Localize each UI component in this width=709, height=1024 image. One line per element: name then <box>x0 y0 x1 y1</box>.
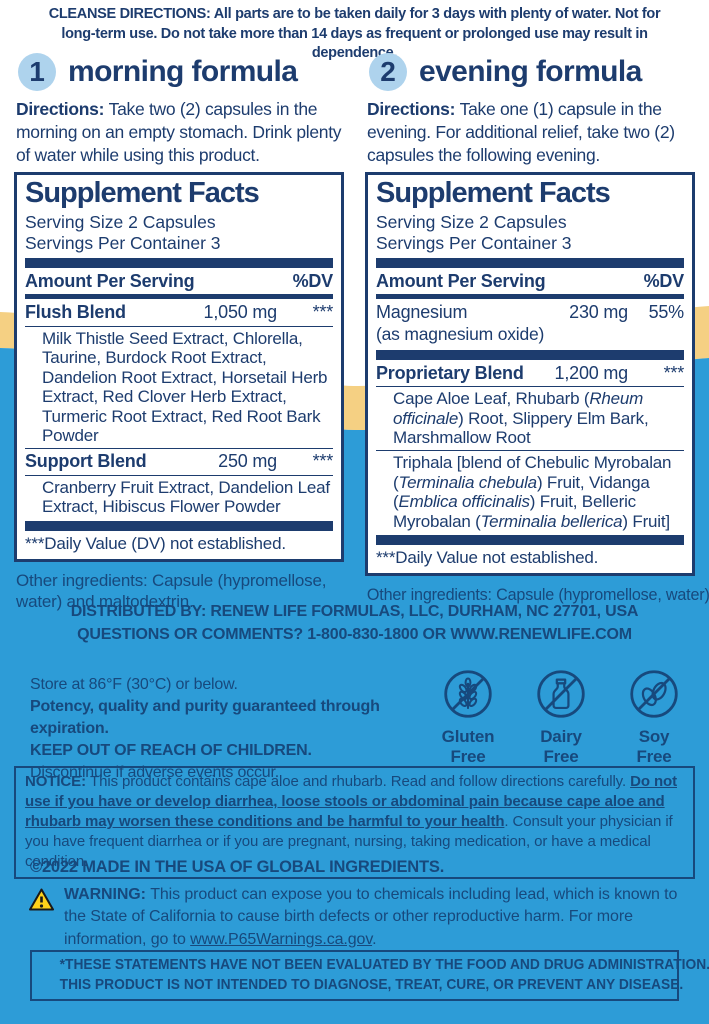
dv-header-label: %DV <box>643 270 685 291</box>
servings-per-container: Servings Per Container 3 <box>25 232 221 253</box>
evening-formula-header: 2 evening formula <box>369 50 695 94</box>
other-ingredients-morning: Other ingredients: Capsule (hypromellose… <box>16 570 327 611</box>
prop65-warning: WARNING: This product can expose you to … <box>28 884 687 951</box>
ingredient-dv: *** <box>663 362 685 383</box>
proprietary-blend-row: Proprietary Blend 1,200 mg *** <box>376 363 684 385</box>
badge-label: Gluten Free <box>441 727 495 766</box>
serving-size: Serving Size 2 Capsules <box>25 211 216 232</box>
evening-directions: Directions: Take one (1) capsule in the … <box>367 99 675 165</box>
divider-bar <box>376 349 684 360</box>
copyright-line: ©2022 MADE IN THE USA OF GLOBAL INGREDIE… <box>30 858 445 876</box>
divider-rule <box>376 386 684 388</box>
panel-title: Supplement Facts <box>25 177 260 209</box>
ingredient-amount: 230 mg <box>569 302 628 323</box>
morning-formula-header: 1 morning formula <box>18 50 344 94</box>
amount-per-serving-label: Amount Per Serving <box>376 270 546 291</box>
dv-footnote: ***Daily Value (DV) not established. <box>25 533 286 553</box>
ingredient-amount: 250 mg <box>218 451 277 472</box>
triphala-detail: Triphala [blend of Chebulic Myrobalan (T… <box>393 453 672 531</box>
dv-header-label: %DV <box>292 270 334 291</box>
keep-out-of-reach: KEEP OUT OF REACH OF CHILDREN. <box>30 741 312 759</box>
ingredient-name: Magnesium (as magnesium oxide) <box>376 302 545 345</box>
divider-rule <box>376 450 684 452</box>
step-2-badge: 2 <box>369 53 407 91</box>
proprietary-blend-detail: Cape Aloe Leaf, Rhubarb (Rheum officinal… <box>393 389 649 448</box>
contact-line: QUESTIONS OR COMMENTS? 1-800-830-1800 OR… <box>77 626 632 644</box>
divider-bar <box>25 520 333 531</box>
ingredient-name: Support Blend <box>25 451 147 472</box>
gluten-free-badge: Gluten Free <box>427 668 509 784</box>
other-ingredients-evening: Other ingredients: Capsule (hypromellose… <box>366 584 709 604</box>
step-1-badge: 1 <box>18 53 56 91</box>
support-blend-row: Support Blend 250 mg *** <box>25 451 333 473</box>
soy-beans-crossed-icon <box>630 670 678 718</box>
fda-disclaimer-box: *THESE STATEMENTS HAVE NOT BEEN EVALUATE… <box>30 950 709 1001</box>
distributor-info: DISTRIBUTED BY: RENEW LIFE FORMULAS, LLC… <box>0 600 709 646</box>
flush-blend-row: Flush Blend 1,050 mg *** <box>25 302 333 324</box>
badge-label: Dairy Free <box>540 727 582 766</box>
storage-and-badges: Store at 86°F (30°C) or below. Potency, … <box>30 668 701 784</box>
warning-triangle-icon <box>28 884 55 951</box>
ingredient-dv: *** <box>312 451 334 472</box>
fda-line-2: THIS PRODUCT IS NOT INTENDED TO DIAGNOSE… <box>59 976 684 994</box>
divider-rule <box>25 474 333 476</box>
soy-free-badge: Soy Free <box>613 668 695 784</box>
serving-size: Serving Size 2 Capsules <box>376 211 567 232</box>
morning-formula-column: 1 morning formula Directions: Take two (… <box>14 50 344 612</box>
ingredient-amount: 1,050 mg <box>203 302 278 323</box>
panel-title: Supplement Facts <box>376 177 611 209</box>
free-from-badges: Gluten Free Dairy Free <box>427 668 701 784</box>
magnesium-row: Magnesium (as magnesium oxide) 230 mg 55… <box>376 302 684 345</box>
divider-bar <box>376 534 684 545</box>
flush-blend-detail: Milk Thistle Seed Extract, Chlorella, Ta… <box>42 329 328 445</box>
milk-bottle-crossed-icon <box>537 670 585 718</box>
divider-bar <box>25 257 333 268</box>
badge-label: Soy Free <box>636 727 672 766</box>
fda-line-1: *THESE STATEMENTS HAVE NOT BEEN EVALUATE… <box>59 956 709 973</box>
amount-header-row: Amount Per Serving %DV <box>25 271 333 293</box>
potency-guarantee: Potency, quality and purity guaranteed t… <box>30 697 380 737</box>
amount-per-serving-label: Amount Per Serving <box>25 270 195 291</box>
distributor-line: DISTRIBUTED BY: RENEW LIFE FORMULAS, LLC… <box>70 603 639 620</box>
evening-formula-column: 2 evening formula Directions: Take one (… <box>365 50 709 612</box>
evening-formula-title: evening formula <box>419 55 642 88</box>
formula-columns: 1 morning formula Directions: Take two (… <box>14 50 709 612</box>
ingredient-name: Proprietary Blend <box>376 362 524 383</box>
morning-directions: Directions: Take two (2) capsules in the… <box>16 99 342 165</box>
ingredient-name: Flush Blend <box>25 302 126 323</box>
supplement-facts-panel-morning: Supplement Facts Serving Size 2 Capsules… <box>14 172 344 562</box>
amount-header-row: Amount Per Serving %DV <box>376 271 684 293</box>
divider-rule <box>25 326 333 328</box>
servings-per-container: Servings Per Container 3 <box>376 232 572 253</box>
dv-footnote: ***Daily Value not established. <box>376 547 599 567</box>
divider-bar <box>25 294 333 300</box>
storage-temp: Store at 86°F (30°C) or below. <box>30 676 238 693</box>
divider-bar <box>376 294 684 300</box>
ingredient-name-sub: (as magnesium oxide) <box>376 324 545 345</box>
wheat-crossed-icon <box>444 670 492 718</box>
morning-formula-title: morning formula <box>68 55 298 88</box>
support-blend-detail: Cranberry Fruit Extract, Dandelion Leaf … <box>42 477 330 517</box>
prop65-text: WARNING: This product can expose you to … <box>64 886 678 948</box>
supplement-facts-panel-evening: Supplement Facts Serving Size 2 Capsules… <box>365 172 695 576</box>
divider-rule <box>25 448 333 450</box>
notice-box: NOTICE: This product contains cape aloe … <box>14 766 695 879</box>
ingredient-dv: *** <box>312 302 334 323</box>
dairy-free-badge: Dairy Free <box>520 668 602 784</box>
ingredient-dv: 55% <box>648 302 685 323</box>
divider-bar <box>376 257 684 268</box>
ingredient-amount: 1,200 mg <box>554 362 629 383</box>
